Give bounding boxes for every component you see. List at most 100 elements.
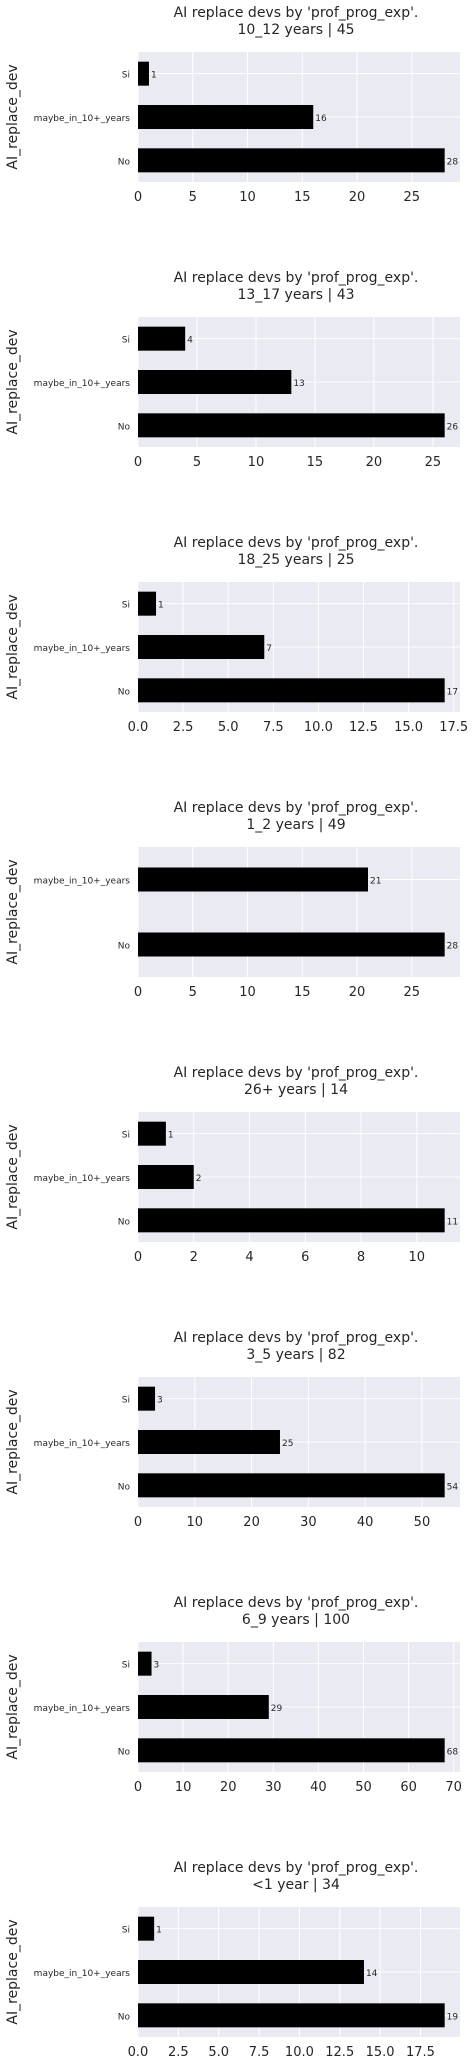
chart-title: AI replace devs by 'prof_prog_exp'. <box>174 1065 419 1081</box>
bar <box>138 61 149 86</box>
category-label: maybe_in_10+_years <box>34 877 131 887</box>
category-label: maybe_in_10+_years <box>34 114 131 124</box>
bar <box>138 678 445 703</box>
x-tick-label: 50 <box>414 1515 431 1530</box>
x-tick-label: 15 <box>307 455 324 470</box>
chart-panel: AI replace devs by 'prof_prog_exp'.6_9 y… <box>5 1595 462 1795</box>
bar <box>138 326 186 351</box>
chart-subtitle: 1_2 years | 49 <box>246 817 345 833</box>
x-tick-label: 20 <box>243 1515 260 1530</box>
chart-subtitle: <1 year | 34 <box>252 1877 340 1893</box>
x-tick-label: 0 <box>134 190 142 205</box>
x-tick-label: 10 <box>248 455 265 470</box>
category-label: maybe_in_10+_years <box>34 1704 131 1714</box>
x-tick-label: 15 <box>294 190 311 205</box>
data-label: 1 <box>168 1131 174 1141</box>
data-label: 1 <box>151 71 157 81</box>
chart-subtitle: 10_12 years | 45 <box>237 22 354 38</box>
x-tick-label: 10 <box>239 985 256 1000</box>
chart-panel: AI replace devs by 'prof_prog_exp'.3_5 y… <box>5 1330 460 1530</box>
data-label: 3 <box>154 1661 160 1671</box>
x-tick-label: 0 <box>134 1250 142 1265</box>
category-label: No <box>118 942 131 952</box>
chart-subtitle: 13_17 years | 43 <box>237 287 354 303</box>
chart-panel: AI replace devs by 'prof_prog_exp'.13_17… <box>5 270 460 470</box>
y-axis-label: AI_replace_dev <box>5 859 21 964</box>
category-label: Si <box>122 1926 130 1936</box>
data-label: 14 <box>366 1969 378 1979</box>
data-label: 1 <box>158 601 164 611</box>
category-label: maybe_in_10+_years <box>34 379 131 389</box>
x-tick-label: 40 <box>310 1780 327 1795</box>
x-tick-label: 8 <box>357 1250 365 1265</box>
chart-subtitle: 18_25 years | 25 <box>237 552 354 568</box>
bar <box>138 1386 156 1411</box>
category-label: Si <box>122 601 130 611</box>
category-label: No <box>118 157 131 167</box>
data-label: 11 <box>447 1217 458 1227</box>
x-tick-label: 0 <box>134 985 142 1000</box>
x-tick-label: 5.0 <box>218 720 239 735</box>
chart-title: AI replace devs by 'prof_prog_exp'. <box>174 5 419 21</box>
bar <box>138 2003 445 2028</box>
chart-title: AI replace devs by 'prof_prog_exp'. <box>174 270 419 286</box>
x-tick-label: 0 <box>134 1515 142 1530</box>
chart-title: AI replace devs by 'prof_prog_exp'. <box>174 800 419 816</box>
y-axis-label: AI_replace_dev <box>5 1654 21 1759</box>
x-tick-label: 30 <box>265 1780 282 1795</box>
data-label: 26 <box>447 422 459 432</box>
x-tick-label: 25 <box>425 455 442 470</box>
data-label: 7 <box>266 644 272 654</box>
bar <box>138 1473 445 1498</box>
bar <box>138 148 445 173</box>
y-axis-label: AI_replace_dev <box>5 594 21 699</box>
chart-panel: AI replace devs by 'prof_prog_exp'.1_2 y… <box>5 800 460 1000</box>
category-label: Si <box>122 336 130 346</box>
chart-title: AI replace devs by 'prof_prog_exp'. <box>174 1860 419 1876</box>
bar <box>138 1165 194 1189</box>
data-label: 1 <box>156 1926 162 1936</box>
category-label: maybe_in_10+_years <box>34 644 131 654</box>
category-label: No <box>118 1217 131 1227</box>
x-tick-label: 10 <box>239 190 256 205</box>
data-label: 2 <box>196 1174 202 1184</box>
bar <box>138 370 292 394</box>
x-tick-label: 30 <box>300 1515 317 1530</box>
x-tick-label: 5 <box>189 190 197 205</box>
data-label: 28 <box>447 157 459 167</box>
x-tick-label: 2 <box>190 1250 198 1265</box>
x-tick-label: 5 <box>189 985 197 1000</box>
x-tick-label: 17.5 <box>406 2045 435 2060</box>
y-axis-label: AI_replace_dev <box>5 64 21 169</box>
bar <box>138 413 445 438</box>
x-tick-label: 4 <box>245 1250 253 1265</box>
category-label: Si <box>122 1396 130 1406</box>
bar <box>138 1208 445 1233</box>
bar <box>138 1738 445 1763</box>
data-label: 19 <box>447 2012 459 2022</box>
x-tick-label: 10.0 <box>304 720 333 735</box>
data-label: 17 <box>447 687 458 697</box>
bar <box>138 105 314 129</box>
chart-subtitle: 6_9 years | 100 <box>242 1612 350 1628</box>
category-label: No <box>118 1747 131 1757</box>
y-axis-label: AI_replace_dev <box>5 329 21 434</box>
data-label: 29 <box>271 1704 283 1714</box>
x-tick-label: 15.0 <box>366 2045 395 2060</box>
x-tick-label: 6 <box>301 1250 309 1265</box>
category-label: Si <box>122 71 130 81</box>
category-label: maybe_in_10+_years <box>34 1969 131 1979</box>
chart-panel: AI replace devs by 'prof_prog_exp'.10_12… <box>5 5 460 205</box>
x-tick-label: 20 <box>349 190 366 205</box>
x-tick-label: 0.0 <box>128 720 149 735</box>
chart-subtitle: 3_5 years | 82 <box>246 1347 345 1363</box>
category-label: No <box>118 687 131 697</box>
x-tick-label: 20 <box>220 1780 237 1795</box>
category-label: Si <box>122 1661 130 1671</box>
category-label: maybe_in_10+_years <box>34 1174 131 1184</box>
x-tick-label: 15 <box>294 985 311 1000</box>
x-tick-label: 10 <box>187 1515 204 1530</box>
bar <box>138 867 368 892</box>
y-axis-label: AI_replace_dev <box>5 1919 21 2024</box>
